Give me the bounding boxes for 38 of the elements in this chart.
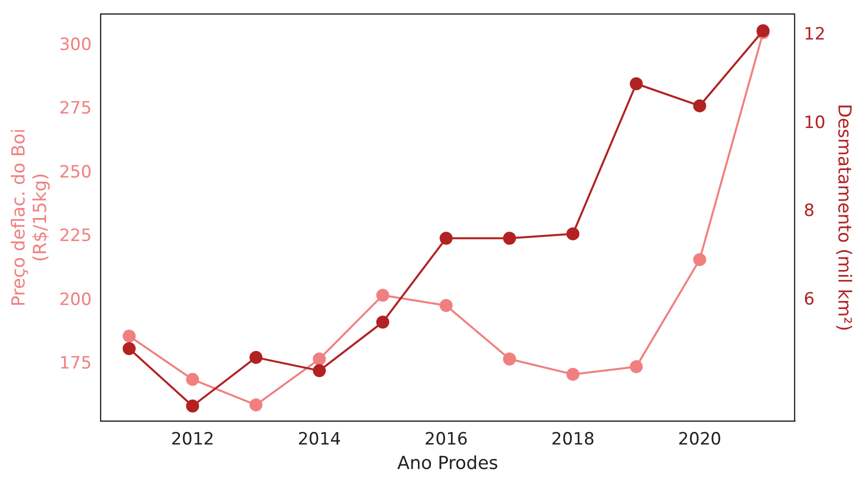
- x-axis-title: Ano Prodes: [397, 452, 498, 474]
- point: [693, 99, 706, 112]
- x-tick-label: 2014: [298, 430, 341, 450]
- point: [186, 372, 200, 386]
- point: [440, 298, 453, 312]
- y-tick-label: 200: [59, 290, 92, 310]
- point: [376, 316, 390, 329]
- y2-axis-title: Desmatamento (mil km²): [834, 104, 855, 332]
- y2-tick-label: 12: [804, 24, 826, 45]
- y-tick-label: 275: [59, 98, 92, 119]
- point: [186, 399, 200, 412]
- point: [630, 77, 643, 90]
- point: [693, 253, 706, 266]
- x-tick-label: 2020: [678, 430, 722, 450]
- point: [566, 368, 580, 381]
- y2-tick-label: 10: [804, 112, 826, 133]
- point: [249, 398, 262, 412]
- point: [376, 288, 390, 302]
- y-tick-label: 300: [59, 34, 92, 55]
- y-tick-label: 175: [59, 354, 92, 374]
- y2-tick-label: 6: [804, 289, 815, 310]
- point: [249, 350, 262, 364]
- point: [503, 232, 516, 245]
- point: [122, 342, 136, 356]
- point: [566, 227, 580, 240]
- y-tick-label: 250: [59, 162, 92, 182]
- point: [630, 360, 643, 374]
- x-tick-label: 2012: [170, 430, 214, 450]
- point: [503, 352, 516, 366]
- point: [440, 232, 453, 245]
- point: [312, 352, 326, 366]
- x-tick-label: 2018: [551, 430, 595, 450]
- point: [312, 364, 326, 378]
- y-axis-title: Preço deflac. do Boi (R$/15kg): [8, 128, 52, 306]
- y-tick-label: 225: [59, 226, 92, 246]
- point: [122, 330, 136, 343]
- x-tick-label: 2016: [424, 430, 468, 450]
- y2-tick-label: 8: [804, 201, 815, 222]
